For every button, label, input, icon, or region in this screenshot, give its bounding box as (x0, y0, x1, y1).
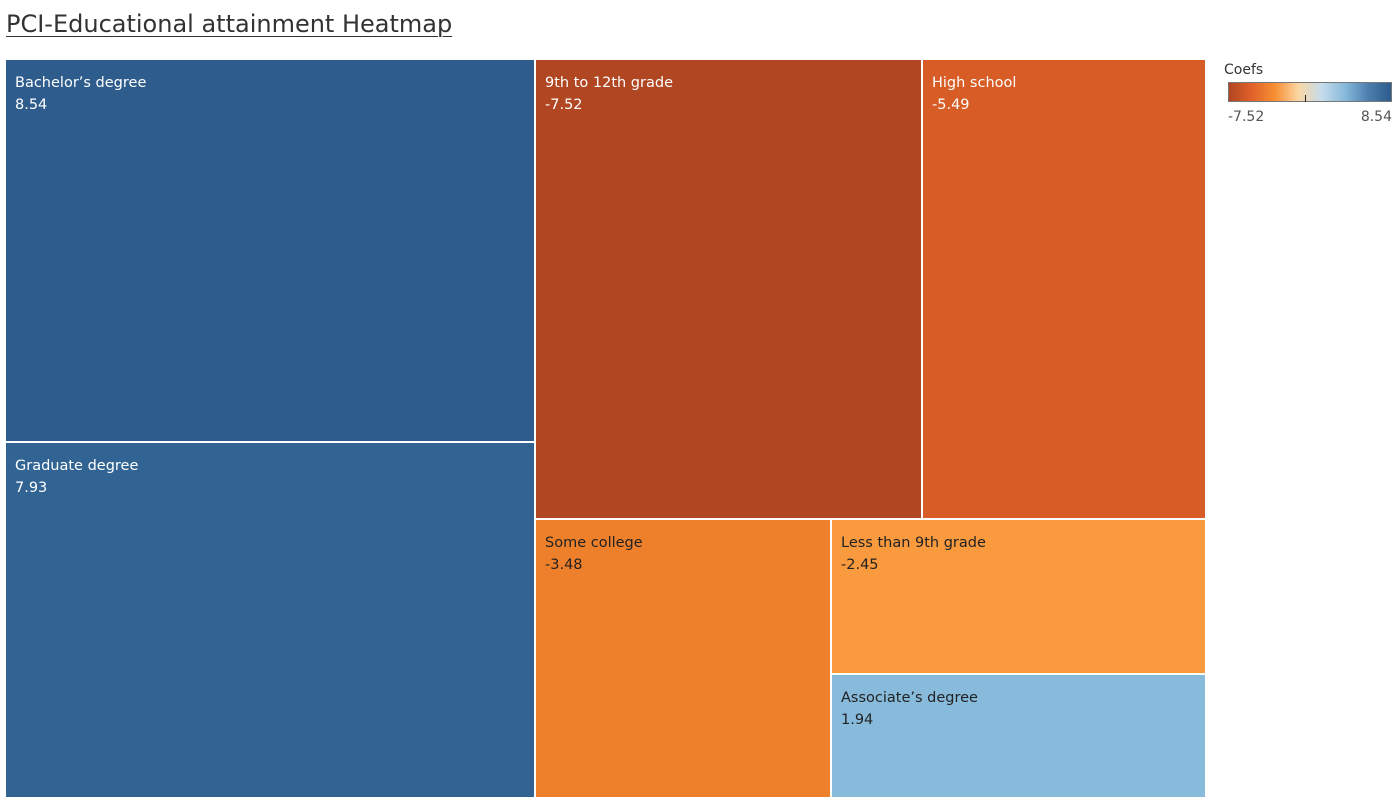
legend-gradient-bar (1228, 82, 1392, 102)
tile-category-name: Less than 9th grade (841, 535, 986, 551)
treemap-tile-bachelor-s-degree[interactable]: Bachelor’s degree 8.54 (5, 59, 535, 442)
tile-label: Bachelor’s degree 8.54 (15, 72, 146, 116)
legend-max-label: 8.54 (1360, 109, 1392, 125)
tile-label: Graduate degree 7.93 (15, 455, 138, 499)
tile-value-label: 1.94 (841, 712, 874, 728)
color-legend: Coefs -7.52 8.54 (1224, 62, 1394, 125)
tile-category-name: Some college (545, 535, 643, 551)
tile-value-label: -5.49 (932, 97, 970, 113)
legend-min-label: -7.52 (1228, 109, 1265, 125)
tile-label: High school -5.49 (932, 72, 1016, 116)
tile-category-name: Associate’s degree (841, 690, 978, 706)
treemap-chart: Bachelor’s degree 8.54 Graduate degree 7.93… (5, 59, 1206, 798)
treemap-tile-less-than-9th-grade[interactable]: Less than 9th grade -2.45 (831, 519, 1206, 674)
tile-value-label: 8.54 (15, 97, 48, 113)
tile-label: Some college -3.48 (545, 532, 643, 576)
legend-title: Coefs (1224, 62, 1264, 78)
treemap-tile-graduate-degree[interactable]: Graduate degree 7.93 (5, 442, 535, 798)
treemap-tile-high-school[interactable]: High school -5.49 (922, 59, 1206, 519)
tile-value-label: -2.45 (841, 557, 879, 573)
tile-label: Less than 9th grade -2.45 (841, 532, 986, 576)
treemap-tile-some-college[interactable]: Some college -3.48 (535, 519, 831, 798)
tile-label: Associate’s degree 1.94 (841, 687, 978, 731)
tile-category-name: High school (932, 75, 1017, 91)
page-title: PCI-Educational attainment Heatmap (6, 10, 453, 38)
legend-zero-tick (1304, 95, 1306, 102)
tile-value-label: -3.48 (545, 557, 583, 573)
tile-value-label: 7.93 (15, 480, 48, 496)
tile-label: 9th to 12th grade -7.52 (545, 72, 673, 116)
tile-category-name: Bachelor’s degree (15, 75, 147, 91)
treemap-tile-associate-s-degree[interactable]: Associate’s degree 1.94 (831, 674, 1206, 798)
tile-value-label: -7.52 (545, 97, 583, 113)
treemap-tile-9th-to-12th-grade[interactable]: 9th to 12th grade -7.52 (535, 59, 922, 519)
tile-category-name: Graduate degree (15, 458, 139, 474)
tile-category-name: 9th to 12th grade (545, 75, 673, 91)
